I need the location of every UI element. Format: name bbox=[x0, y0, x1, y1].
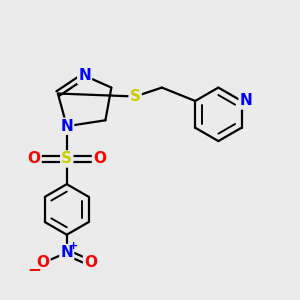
Text: O: O bbox=[28, 152, 40, 166]
Text: +: + bbox=[69, 241, 78, 251]
Text: N: N bbox=[240, 94, 252, 109]
Text: S: S bbox=[61, 152, 72, 166]
Text: −: − bbox=[28, 260, 42, 278]
Text: S: S bbox=[130, 89, 141, 104]
Text: N: N bbox=[60, 119, 73, 134]
Text: O: O bbox=[37, 255, 50, 270]
Text: O: O bbox=[84, 255, 97, 270]
Text: N: N bbox=[78, 68, 91, 83]
Text: N: N bbox=[60, 245, 73, 260]
Text: O: O bbox=[93, 152, 106, 166]
